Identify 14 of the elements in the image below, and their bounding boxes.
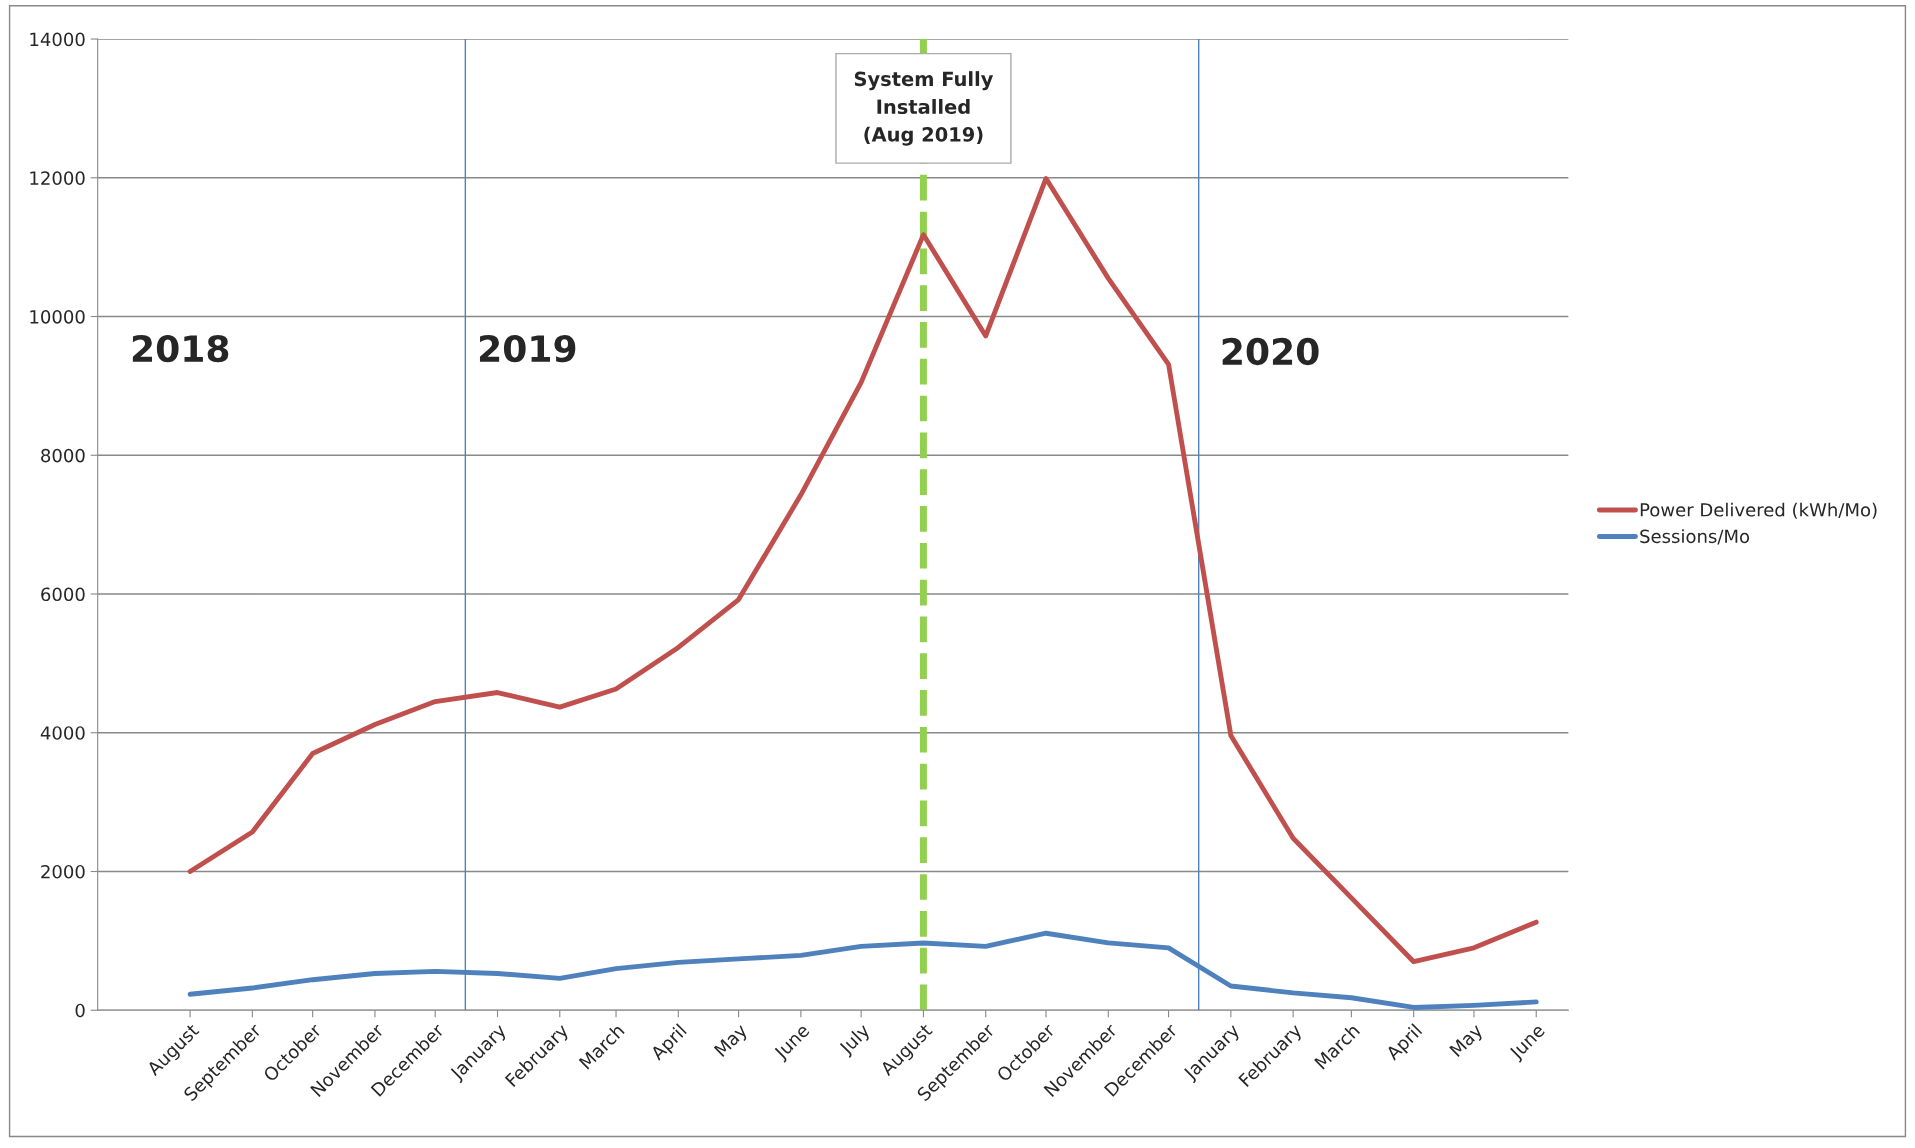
- legend-label: Sessions/Mo: [1640, 529, 1750, 545]
- annotation: System Fully Installed (Aug 2019): [854, 71, 994, 146]
- y-tick-label: 6000: [41, 587, 85, 602]
- y-tick-label: 0: [75, 1003, 85, 1018]
- y-tick-label: 2000: [41, 864, 85, 879]
- y-tick-label: 10000: [30, 309, 85, 324]
- y-tick-label: 12000: [30, 171, 85, 185]
- annotation: 2020: [1222, 337, 1319, 366]
- y-tick-label: 14000: [30, 32, 85, 47]
- annotation: 2019: [479, 334, 576, 363]
- legend-label: Power Delivered (kWh/Mo): [1640, 502, 1877, 519]
- y-tick-label: 4000: [40, 726, 85, 740]
- y-tick-label: 8000: [41, 448, 85, 463]
- annotation: 2018: [132, 334, 229, 363]
